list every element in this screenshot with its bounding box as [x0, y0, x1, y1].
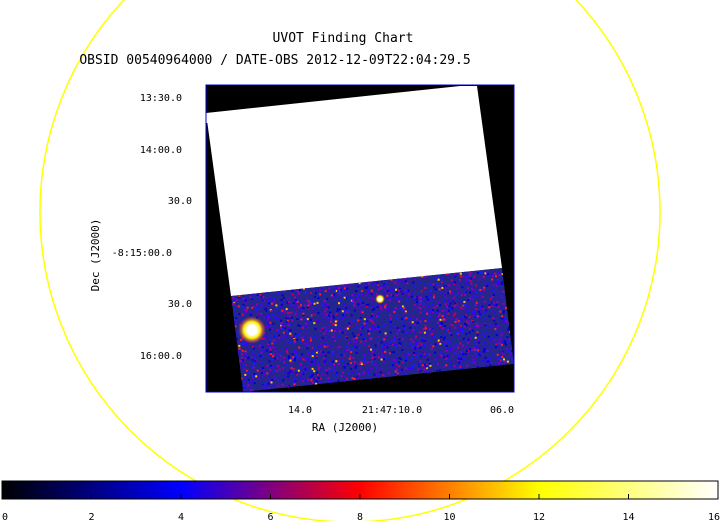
y-tick-label: 14:00.0 — [140, 145, 182, 156]
y-tick-label: 30.0 — [168, 196, 192, 207]
colorbar-ticks: 0 2 4 6 8 10 12 14 16 — [1, 494, 720, 521]
colorbar-tick-label: 12 — [533, 512, 545, 521]
x-axis-label: RA (J2000) — [312, 421, 378, 434]
saturated-region — [206, 86, 502, 296]
image-frame — [206, 85, 514, 392]
y-tick-label: 16:00.0 — [140, 351, 182, 362]
y-axis-label: Dec (J2000) — [89, 219, 102, 292]
x-tick-label: 14.0 — [288, 405, 312, 416]
frame-border — [205, 84, 515, 393]
region-circle — [39, 0, 661, 521]
y-tick-label: 13:30.0 — [140, 93, 182, 104]
x-tick-label: 21:47:10.0 — [362, 405, 422, 416]
y-tick-label: 30.0 — [168, 299, 192, 310]
chart-title: UVOT Finding Chart — [273, 31, 414, 46]
colorbar-tick-label: 8 — [357, 512, 363, 521]
colorbar-tick-label: 14 — [622, 512, 634, 521]
exposure-band — [231, 268, 514, 392]
x-tick-label: 06.0 — [490, 405, 514, 416]
colorbar-tick-label: 10 — [443, 512, 455, 521]
colorbar-tick-label: 4 — [178, 512, 184, 521]
faint-source — [375, 294, 385, 304]
colorbar-tick-label: 2 — [88, 512, 94, 521]
colorbar-tick-label: 16 — [708, 512, 720, 521]
bright-source — [238, 316, 266, 344]
chart-subtitle: OBSID 00540964000 / DATE-OBS 2012-12-09T… — [79, 53, 470, 68]
colorbar-tick-label: 0 — [2, 512, 8, 521]
y-tick-label: -8:15:00.0 — [112, 248, 172, 259]
colorbar-tick-label: 6 — [267, 512, 273, 521]
